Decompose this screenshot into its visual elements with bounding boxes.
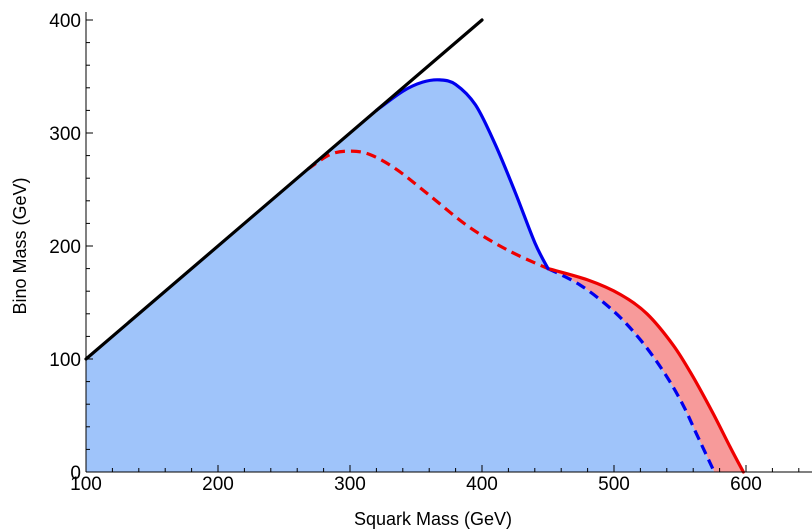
x-axis-label: Squark Mass (GeV) <box>354 509 512 529</box>
y-tick-label: 400 <box>49 11 81 32</box>
x-tick-label: 300 <box>334 474 366 495</box>
red-region <box>548 268 744 472</box>
fill-regions <box>86 79 744 472</box>
x-tick-label: 100 <box>70 474 102 495</box>
x-tick-label: 400 <box>466 474 498 495</box>
x-tick-label: 500 <box>598 474 630 495</box>
y-tick-label: 0 <box>70 463 81 484</box>
y-tick-label: 300 <box>49 124 81 145</box>
curve-blue-dashed <box>547 267 716 473</box>
curve-black-solid <box>84 18 484 361</box>
x-tick-label: 600 <box>730 474 762 495</box>
x-tick-label: 200 <box>202 474 234 495</box>
curve-blue-solid <box>374 78 550 271</box>
y-axis-label: Bino Mass (GeV) <box>10 177 30 314</box>
blue-region <box>86 79 715 472</box>
curves <box>84 18 745 474</box>
curve-red-solid <box>546 267 745 474</box>
y-tick-label: 200 <box>49 237 81 258</box>
y-tick-label: 100 <box>49 350 81 371</box>
curve-red-dashed <box>306 149 549 271</box>
